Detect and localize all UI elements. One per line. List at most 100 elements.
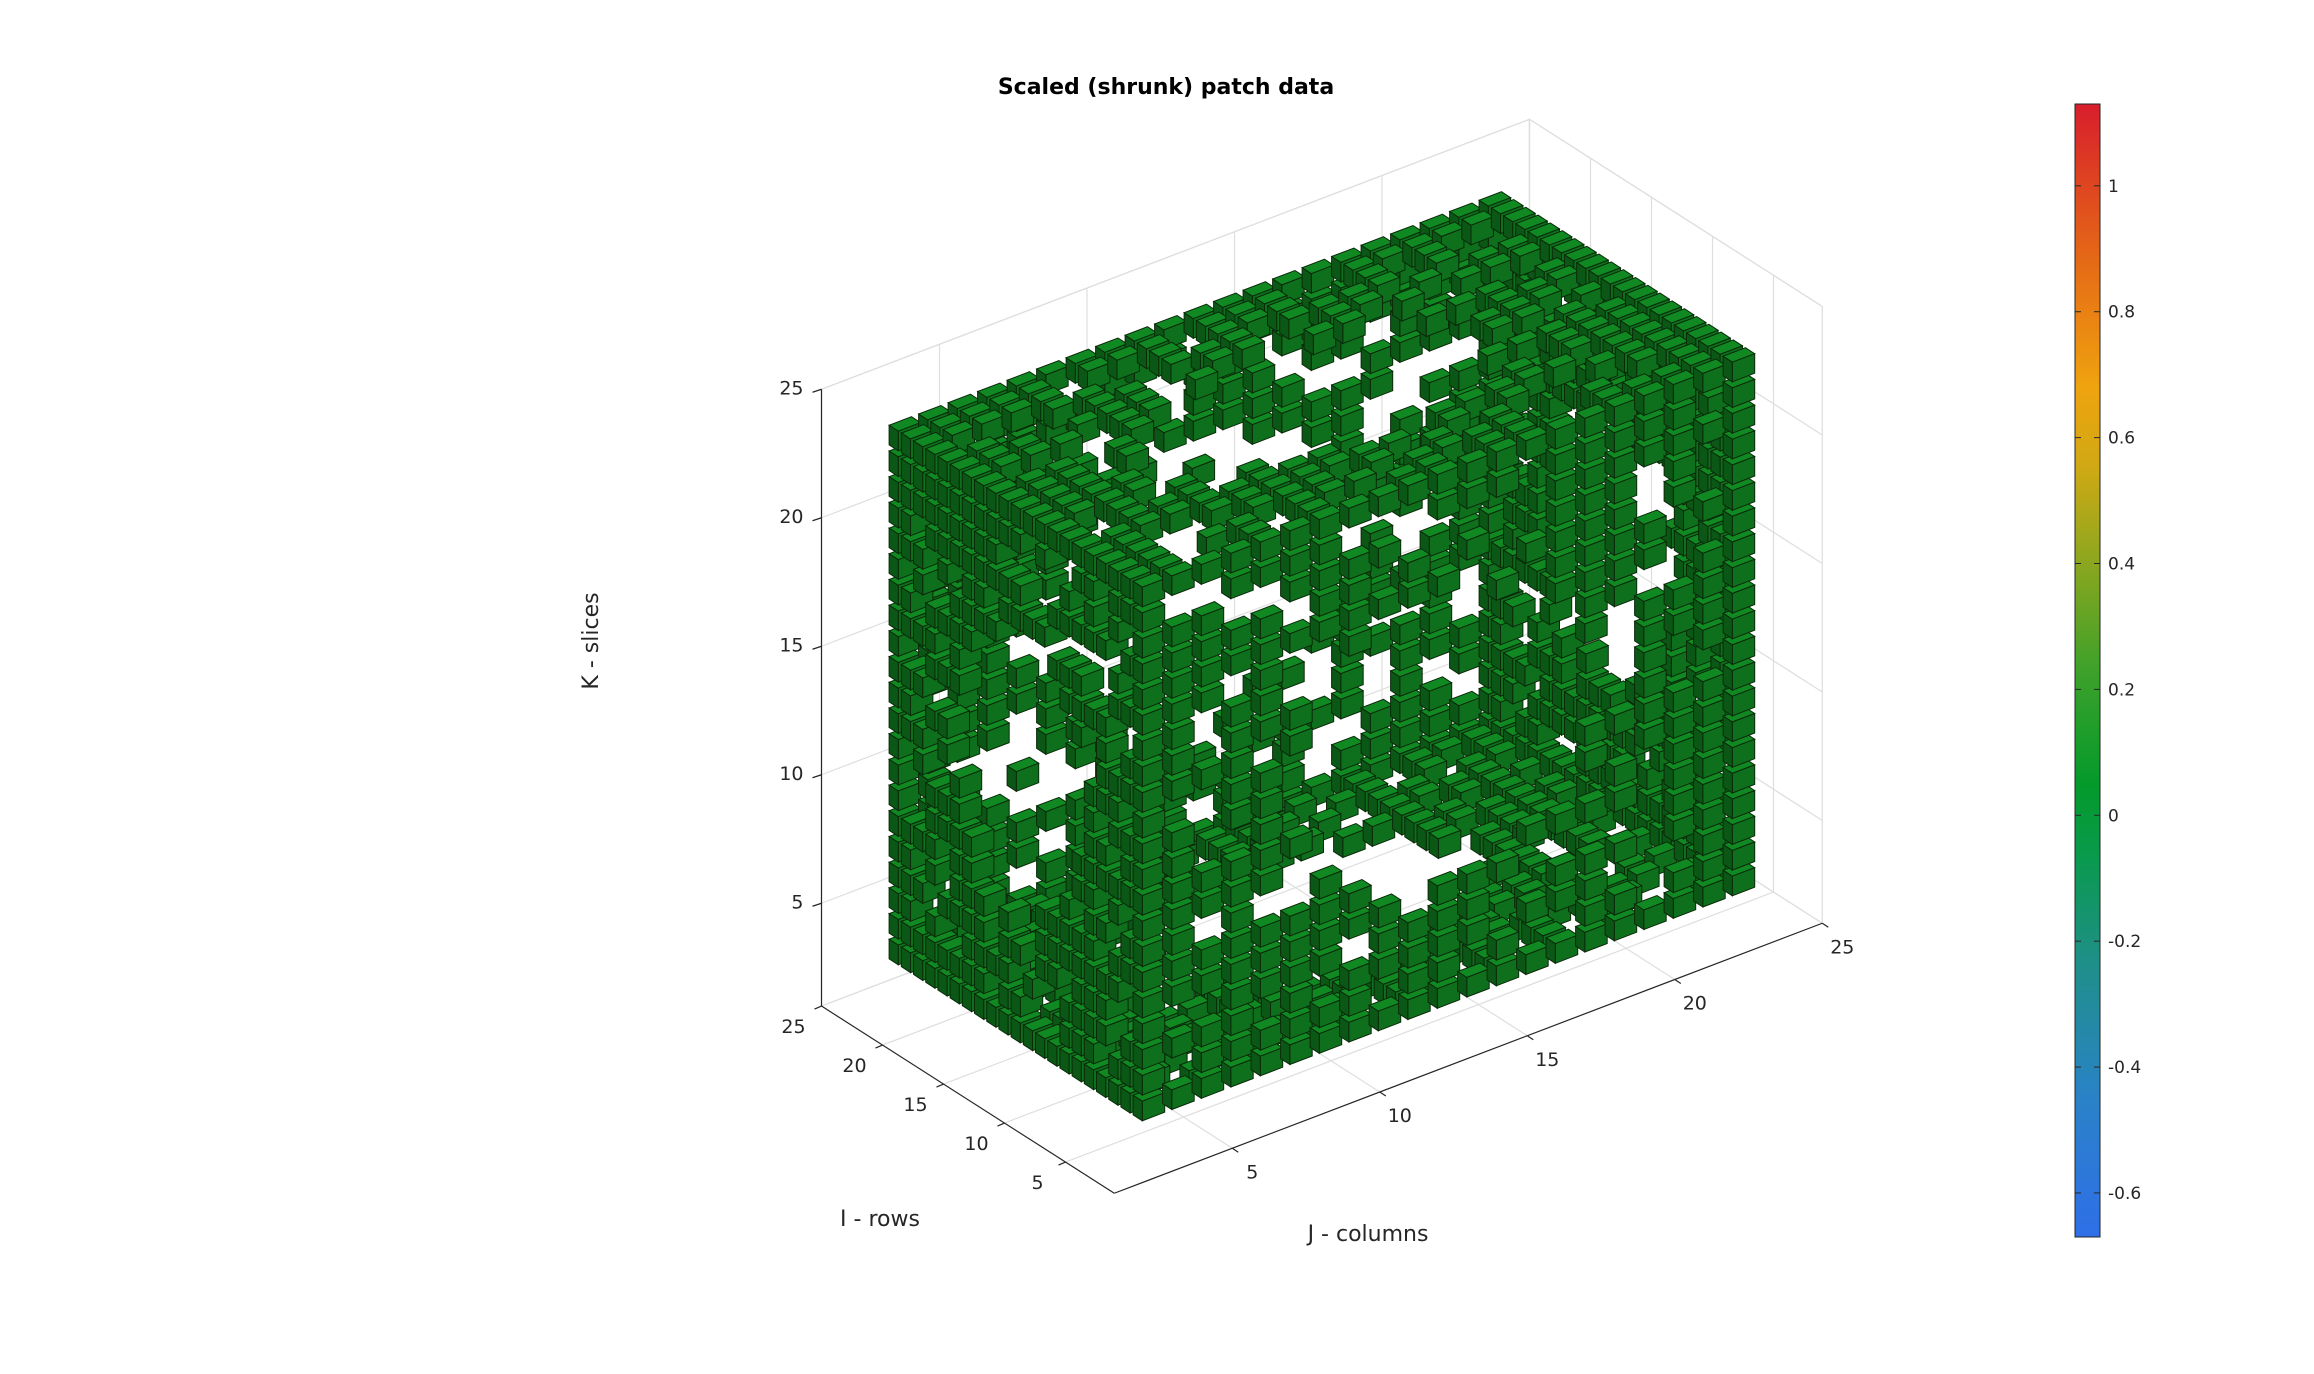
voxel-face-side — [998, 1008, 1009, 1036]
voxel-face-side — [949, 823, 960, 851]
voxel-face-side — [998, 982, 1009, 1011]
voxel-face-side — [998, 494, 1009, 522]
voxel-face-side — [937, 815, 948, 843]
voxel-face-side — [1036, 702, 1047, 730]
voxel-cube — [1005, 808, 1040, 844]
voxel-cube — [1000, 398, 1035, 434]
voxel-face-side — [974, 992, 985, 1021]
voxel-face-side — [1010, 502, 1021, 530]
voxel-face-side — [1072, 391, 1083, 419]
voxel-face-side — [888, 732, 899, 761]
voxel-cube — [1042, 394, 1077, 431]
voxel-face-side — [888, 886, 899, 915]
voxel-face-side — [937, 789, 948, 818]
voxel-face-side — [1065, 819, 1076, 847]
voxel-face-side — [937, 661, 948, 689]
voxel-face-side — [937, 455, 948, 483]
voxel-face-side — [900, 817, 911, 846]
voxel-cube — [1049, 429, 1084, 465]
voxel-cube — [997, 897, 1032, 934]
voxel-cube — [976, 716, 1011, 753]
voxel-face-side — [913, 928, 924, 956]
voxel-face-side — [961, 522, 972, 550]
voxel-face-side — [1022, 510, 1033, 538]
voxel-face-side — [888, 835, 899, 863]
voxel-face-side — [974, 890, 985, 918]
voxel-face-side — [949, 540, 960, 568]
voxel-face-side — [925, 473, 936, 501]
voxel-face-side — [1107, 353, 1118, 381]
voxel-face-side — [1050, 437, 1061, 465]
voxel-face-side — [1065, 793, 1076, 822]
voxel-face-side — [1036, 727, 1047, 756]
voxel-cube — [1153, 417, 1188, 454]
voxel-face-side — [925, 447, 936, 476]
voxel-face-side — [949, 951, 960, 980]
voxel-face-side — [1043, 402, 1054, 431]
voxel-face-side — [1006, 687, 1017, 716]
voxel-face-side — [974, 941, 985, 969]
voxel-face-side — [986, 563, 997, 592]
voxel-face-side — [1242, 417, 1253, 446]
voxel-face-side — [1097, 407, 1108, 435]
chart-title: Scaled (shrunk) patch data — [998, 75, 1334, 100]
grid-line-z-side — [1529, 118, 1823, 307]
voxel-face-side — [937, 892, 948, 920]
voxel-face-side — [1195, 319, 1206, 348]
voxel-face-side — [925, 858, 936, 887]
voxel-face-side — [961, 548, 972, 576]
voxel-face-side — [888, 938, 899, 966]
voxel-face-side — [1136, 342, 1147, 370]
voxel-face-side — [977, 724, 988, 753]
voxel-face-side — [977, 698, 988, 727]
voxel-face-side — [974, 915, 985, 944]
voxel-face-side — [913, 542, 924, 571]
voxel-face-side — [900, 612, 911, 640]
voxel-cube — [1066, 410, 1101, 446]
voxel-cube — [1005, 756, 1040, 793]
voxel-face-side — [1183, 414, 1194, 443]
voxel-face-side — [925, 807, 936, 835]
voxel-face-side — [900, 714, 911, 743]
voxel-face-side — [937, 943, 948, 972]
voxel-face-side — [925, 936, 936, 964]
voxel-face-side — [1077, 364, 1088, 393]
voxel-face-side — [900, 483, 911, 511]
voxel-face-side — [913, 568, 924, 596]
voxel-face-side — [1006, 816, 1017, 844]
voxel-face-side — [1035, 929, 1046, 957]
voxel-face-side — [949, 591, 960, 620]
voxel-face-side — [1010, 939, 1021, 967]
voxel-face-side — [998, 931, 1009, 959]
voxel-face-side — [900, 586, 911, 614]
voxel-face-side — [1149, 349, 1160, 378]
voxel-cube — [948, 763, 983, 800]
voxel-face-side — [961, 496, 972, 525]
voxel-cube — [1418, 367, 1453, 404]
voxel-cube — [1182, 406, 1217, 443]
voxel-cube — [1035, 796, 1070, 833]
voxel-cube — [936, 704, 971, 740]
voxel-cube — [887, 775, 922, 812]
voxel-face-side — [961, 573, 972, 602]
voxel-face-side — [949, 797, 960, 825]
voxel-cube — [1212, 395, 1247, 431]
voxel-face-side — [925, 910, 936, 938]
voxel-cube — [961, 822, 995, 859]
voxel-face-side — [888, 527, 899, 555]
voxel-face-side — [961, 830, 972, 859]
voxel-face-side — [937, 969, 948, 997]
voxel-face-side — [900, 534, 911, 563]
voxel-face-side — [1195, 833, 1206, 862]
voxel-face-side — [1213, 403, 1224, 431]
voxel-face-side — [925, 833, 936, 861]
voxel-face-side — [986, 949, 997, 977]
voxel-face-side — [1035, 903, 1046, 931]
voxel-face-side — [961, 856, 972, 885]
voxel-face-side — [972, 417, 983, 445]
voxel-face-side — [913, 748, 924, 776]
voxel-face-side — [925, 499, 936, 527]
voxel-face-side — [1022, 972, 1033, 1001]
voxel-face-side — [888, 681, 899, 709]
voxel-face-side — [961, 985, 972, 1013]
